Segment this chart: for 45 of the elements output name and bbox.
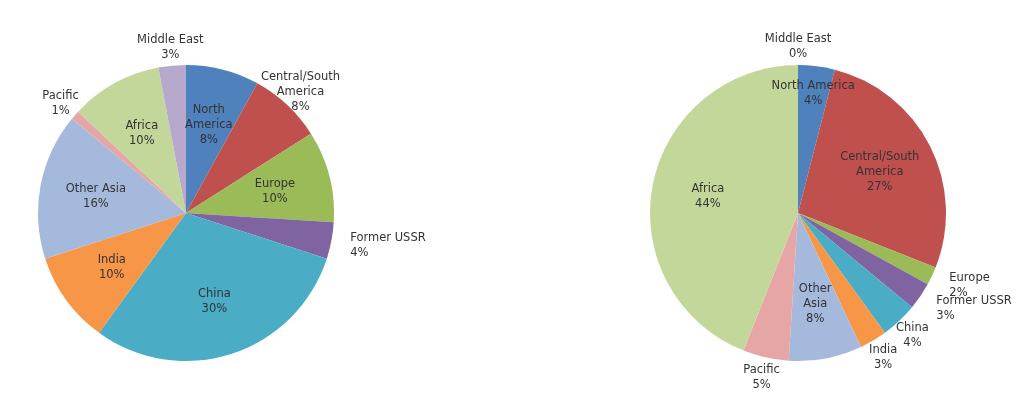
slice-label: India xyxy=(869,342,898,357)
pie-slice xyxy=(45,213,186,333)
data-label: 8% xyxy=(199,132,219,147)
slice-label: Central/South America xyxy=(260,69,341,99)
pie-slice xyxy=(99,213,327,361)
data-label: 10% xyxy=(129,133,155,148)
data-label: 8% xyxy=(291,99,310,114)
category-label: Middle East xyxy=(764,31,832,46)
slice-label: China xyxy=(197,285,231,300)
data-label: 3% xyxy=(874,357,893,372)
slice-label: Europe xyxy=(254,175,296,190)
pie-slice xyxy=(743,213,798,361)
slice-label: Europe xyxy=(949,269,990,284)
text: 0% xyxy=(788,46,808,61)
pie-slice xyxy=(186,65,258,213)
pie-slice xyxy=(788,213,862,361)
pie-slice xyxy=(186,133,334,223)
data-label: 4% xyxy=(903,335,922,350)
slice-label: Other Asia xyxy=(798,281,832,311)
data-label: 1% xyxy=(51,102,70,117)
slice-label: Pacific xyxy=(743,361,780,376)
slice-label: Former USSR xyxy=(350,229,426,244)
data-label: 10% xyxy=(262,190,288,205)
data-label: 44% xyxy=(695,196,721,211)
pie-slice xyxy=(798,213,928,308)
slice-label: India xyxy=(97,252,126,267)
data-label: 3% xyxy=(936,307,955,322)
data-label: 10% xyxy=(98,267,125,282)
slice-label: Central/South America xyxy=(840,149,920,179)
slice-label: China xyxy=(896,320,929,335)
slice-label: Africa xyxy=(125,118,159,133)
data-label: 16% xyxy=(83,196,109,211)
data-label: 5% xyxy=(752,376,771,391)
slice-label: Middle East xyxy=(137,32,204,46)
data-label: 4% xyxy=(804,93,823,108)
pie-slice xyxy=(158,65,186,213)
data-label: 3% xyxy=(161,47,180,61)
data-label: 4% xyxy=(350,244,369,259)
data-label: 27% xyxy=(866,179,893,194)
data-label: 30% xyxy=(201,300,228,315)
slice-label: Other Asia xyxy=(65,181,127,196)
data-label: 8% xyxy=(806,311,825,326)
slice-label: Pacific xyxy=(42,87,79,102)
slice-label: Africa xyxy=(691,181,725,196)
pie-slice xyxy=(186,213,334,259)
